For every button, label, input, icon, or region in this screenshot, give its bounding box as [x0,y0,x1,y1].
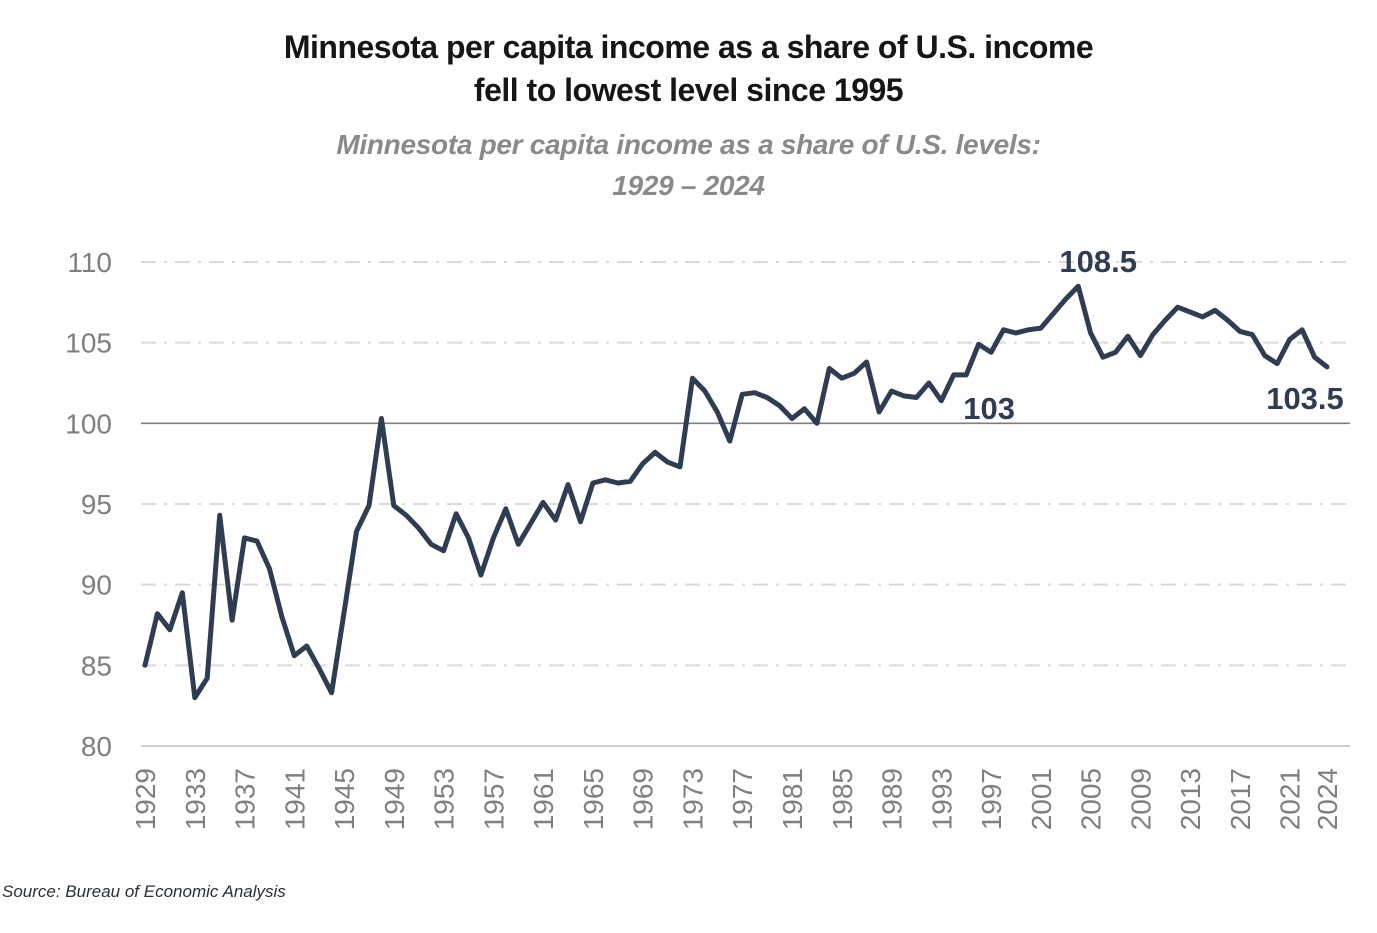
x-tick-label: 1933 [180,768,211,830]
y-tick-label: 110 [67,247,112,278]
y-tick-label: 100 [65,408,112,439]
x-tick-label: 2017 [1225,768,1256,830]
data-point-label: 103 [963,391,1015,426]
x-tick-label: 2024 [1312,768,1343,830]
x-tick-label: 2001 [1026,768,1057,830]
x-tick-label: 1957 [478,768,509,830]
x-tick-label: 2009 [1125,768,1156,830]
x-tick-label: 1973 [677,768,708,830]
data-point-label: 103.5 [1266,381,1344,416]
data-point-label: 108.5 [1059,244,1137,279]
y-tick-label: 95 [81,489,112,520]
x-tick-label: 1981 [777,768,808,830]
x-tick-label: 1965 [578,768,609,830]
y-tick-label: 85 [81,650,112,681]
chart-subtitle: Minnesota per capita income as a share o… [0,124,1377,206]
x-tick-label: 2005 [1076,768,1107,830]
y-tick-label: 105 [65,328,112,359]
x-tick-label: 2013 [1175,768,1206,830]
x-tick-label: 1993 [926,768,957,830]
x-tick-label: 1977 [727,768,758,830]
y-tick-label: 90 [81,570,112,601]
x-tick-label: 1941 [279,768,310,830]
x-tick-label: 1985 [827,768,858,830]
y-tick-label: 80 [81,731,112,762]
chart-subtitle-line1: Minnesota per capita income as a share o… [336,129,1041,160]
x-tick-label: 1997 [976,768,1007,830]
x-tick-label: 1945 [329,768,360,830]
x-tick-label: 1989 [877,768,908,830]
income-share-line [142,283,1330,701]
x-tick-label: 1929 [130,768,161,830]
chart-title-line1: Minnesota per capita income as a share o… [283,29,1094,65]
x-tick-label: 2021 [1275,768,1306,830]
chart-subtitle-line2: 1929 – 2024 [612,170,765,201]
x-tick-label: 1969 [628,768,659,830]
x-tick-label: 1949 [379,768,410,830]
x-tick-label: 1937 [230,768,261,830]
chart-title-line2: fell to lowest level since 1995 [473,72,904,108]
x-tick-label: 1953 [429,768,460,830]
source-note: Source: Bureau of Economic Analysis [2,882,286,901]
chart-header: Minnesota per capita income as a share o… [0,26,1377,206]
x-tick-label: 1961 [528,768,559,830]
